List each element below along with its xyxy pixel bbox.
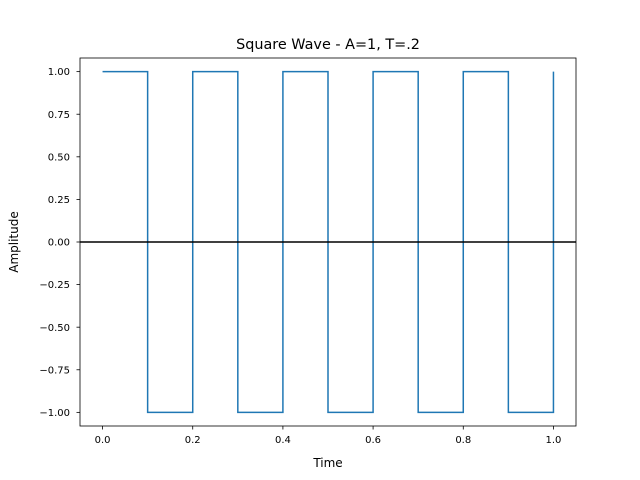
x-tick-label: 0.0 [95, 435, 111, 446]
y-tick-label: 0.50 [48, 152, 70, 163]
y-tick-label: 0.25 [48, 195, 70, 206]
x-axis-label: Time [312, 456, 342, 470]
x-tick-label: 0.8 [455, 435, 471, 446]
x-tick-label: 0.4 [275, 435, 291, 446]
series-line-0 [102, 70, 555, 414]
y-tick-label: −0.75 [39, 365, 70, 376]
y-tick-label: −1.00 [39, 408, 70, 419]
plot-layer: 0.0 0.2 0.4 0.6 0.8 1.0 −1.00 −0.75 −0.50 −0.25 0.… [39, 57, 577, 446]
chart-title: Square Wave - A=1, T=.2 [236, 37, 420, 53]
y-tick-label: 1.00 [48, 67, 70, 78]
y-tick-label: 0.00 [48, 238, 70, 249]
x-tick-label: 0.6 [365, 435, 381, 446]
x-tick-label: 0.2 [185, 435, 201, 446]
y-tick-label: −0.50 [39, 323, 70, 334]
x-tick-label: 1.0 [546, 435, 562, 446]
y-axis-label: Amplitude [7, 211, 21, 273]
y-tick-label: −0.25 [39, 280, 70, 291]
y-tick-label: 0.75 [48, 110, 70, 121]
